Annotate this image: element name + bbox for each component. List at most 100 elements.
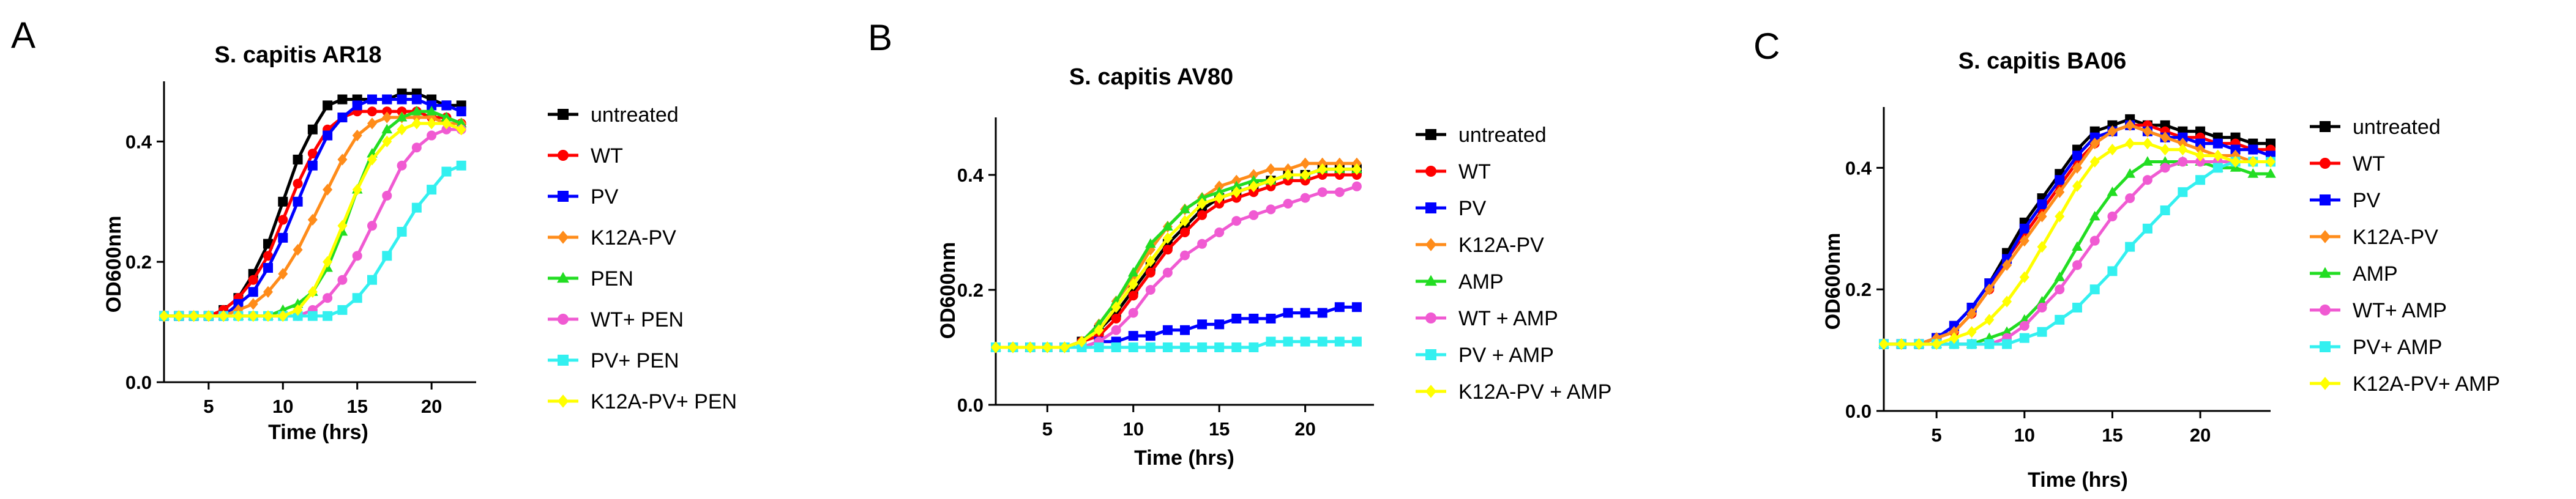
data-point (2124, 168, 2135, 178)
data-point (1266, 336, 1276, 347)
data-point (2055, 175, 2065, 185)
data-point (441, 117, 452, 130)
legend-marker (558, 394, 569, 408)
legend-label: untreated (2353, 116, 2441, 139)
x-tick-label: 15 (2102, 424, 2122, 446)
data-point (2195, 175, 2206, 185)
data-point (427, 100, 437, 111)
data-point (2125, 193, 2135, 204)
legend-label: WT (2353, 152, 2385, 176)
data-point (2160, 143, 2170, 156)
legend-marker (2319, 267, 2331, 278)
data-point (2002, 259, 2012, 272)
data-point (307, 124, 318, 135)
data-point (263, 251, 273, 261)
data-point (1145, 243, 1155, 256)
y-tick-label: 0.0 (1845, 401, 1872, 422)
legend-label: WT+ AMP (2353, 299, 2447, 322)
data-point (352, 293, 362, 303)
data-point (367, 117, 377, 130)
y-tick-label: 0.4 (1845, 157, 1872, 179)
data-point (2178, 187, 2188, 198)
data-point (352, 183, 362, 196)
data-point (382, 251, 392, 261)
data-point (367, 275, 377, 285)
data-point (427, 130, 437, 141)
data-point (367, 153, 377, 166)
data-point (2160, 131, 2170, 144)
data-point (1351, 163, 1362, 176)
data-point (2072, 161, 2082, 174)
legend-label: WT+ PEN (591, 308, 684, 331)
data-point (2195, 143, 2206, 156)
legend-label: WT + AMP (1458, 307, 1558, 330)
data-point (1249, 169, 1259, 181)
data-point (2178, 138, 2188, 150)
data-point (2019, 271, 2029, 283)
data-point (1145, 285, 1155, 295)
data-point (2178, 132, 2188, 142)
data-point (1214, 342, 1225, 352)
data-point (426, 106, 437, 116)
data-point (1145, 238, 1156, 248)
data-point (1214, 319, 1225, 330)
data-point (441, 100, 452, 111)
data-point (1180, 250, 1190, 261)
legend-marker (1425, 129, 1436, 140)
data-point (1249, 342, 1259, 352)
data-point (174, 310, 184, 322)
data-point (1145, 255, 1155, 267)
data-point (1059, 341, 1070, 353)
legend-label: K12A-PV (2353, 226, 2438, 249)
data-point (1896, 338, 1906, 350)
legend-marker (2320, 230, 2331, 243)
data-point (337, 305, 348, 315)
data-point (248, 298, 258, 310)
data-point (1317, 163, 1327, 176)
data-point (2107, 211, 2118, 221)
data-point (1128, 290, 1138, 301)
data-point (2142, 175, 2152, 185)
data-point (1984, 339, 1995, 349)
data-point (323, 293, 333, 303)
data-point (2125, 119, 2135, 131)
data-point (278, 310, 288, 322)
data-point (1162, 325, 1173, 335)
data-point (2002, 339, 2012, 349)
data-point (381, 124, 393, 134)
data-point (2002, 295, 2012, 308)
data-point (2266, 155, 2275, 168)
legend-label: PV+ PEN (591, 349, 679, 372)
data-point (2037, 303, 2047, 313)
data-point (1248, 175, 1260, 185)
data-point (2142, 223, 2152, 234)
data-point (1111, 342, 1121, 352)
data-point (1179, 204, 1190, 213)
data-point (2125, 138, 2135, 150)
y-tick-label: 0.4 (957, 164, 984, 186)
data-point (2055, 210, 2065, 223)
data-point (307, 160, 318, 171)
legend-label: PV (2353, 189, 2381, 212)
data-point (2019, 333, 2029, 343)
x-tick-label: 20 (2190, 424, 2211, 446)
data-point (203, 310, 214, 322)
data-point (2089, 132, 2100, 142)
data-point (2160, 163, 2170, 173)
legend-marker (2320, 305, 2331, 316)
data-point (1932, 332, 1942, 344)
data-point (1111, 325, 1121, 335)
data-point (1932, 338, 1942, 350)
data-point (396, 111, 408, 122)
data-point (352, 251, 362, 261)
data-point (1249, 314, 1259, 323)
data-point (367, 106, 377, 117)
data-point (382, 135, 392, 147)
data-point (2195, 138, 2206, 149)
data-point (1214, 227, 1225, 237)
data-point (1334, 163, 1345, 176)
panel-a: A S. capitis AR18 Time (hrs) OD600nm 5 10… (11, 15, 737, 444)
data-point (382, 190, 392, 201)
data-point (1949, 332, 1959, 344)
